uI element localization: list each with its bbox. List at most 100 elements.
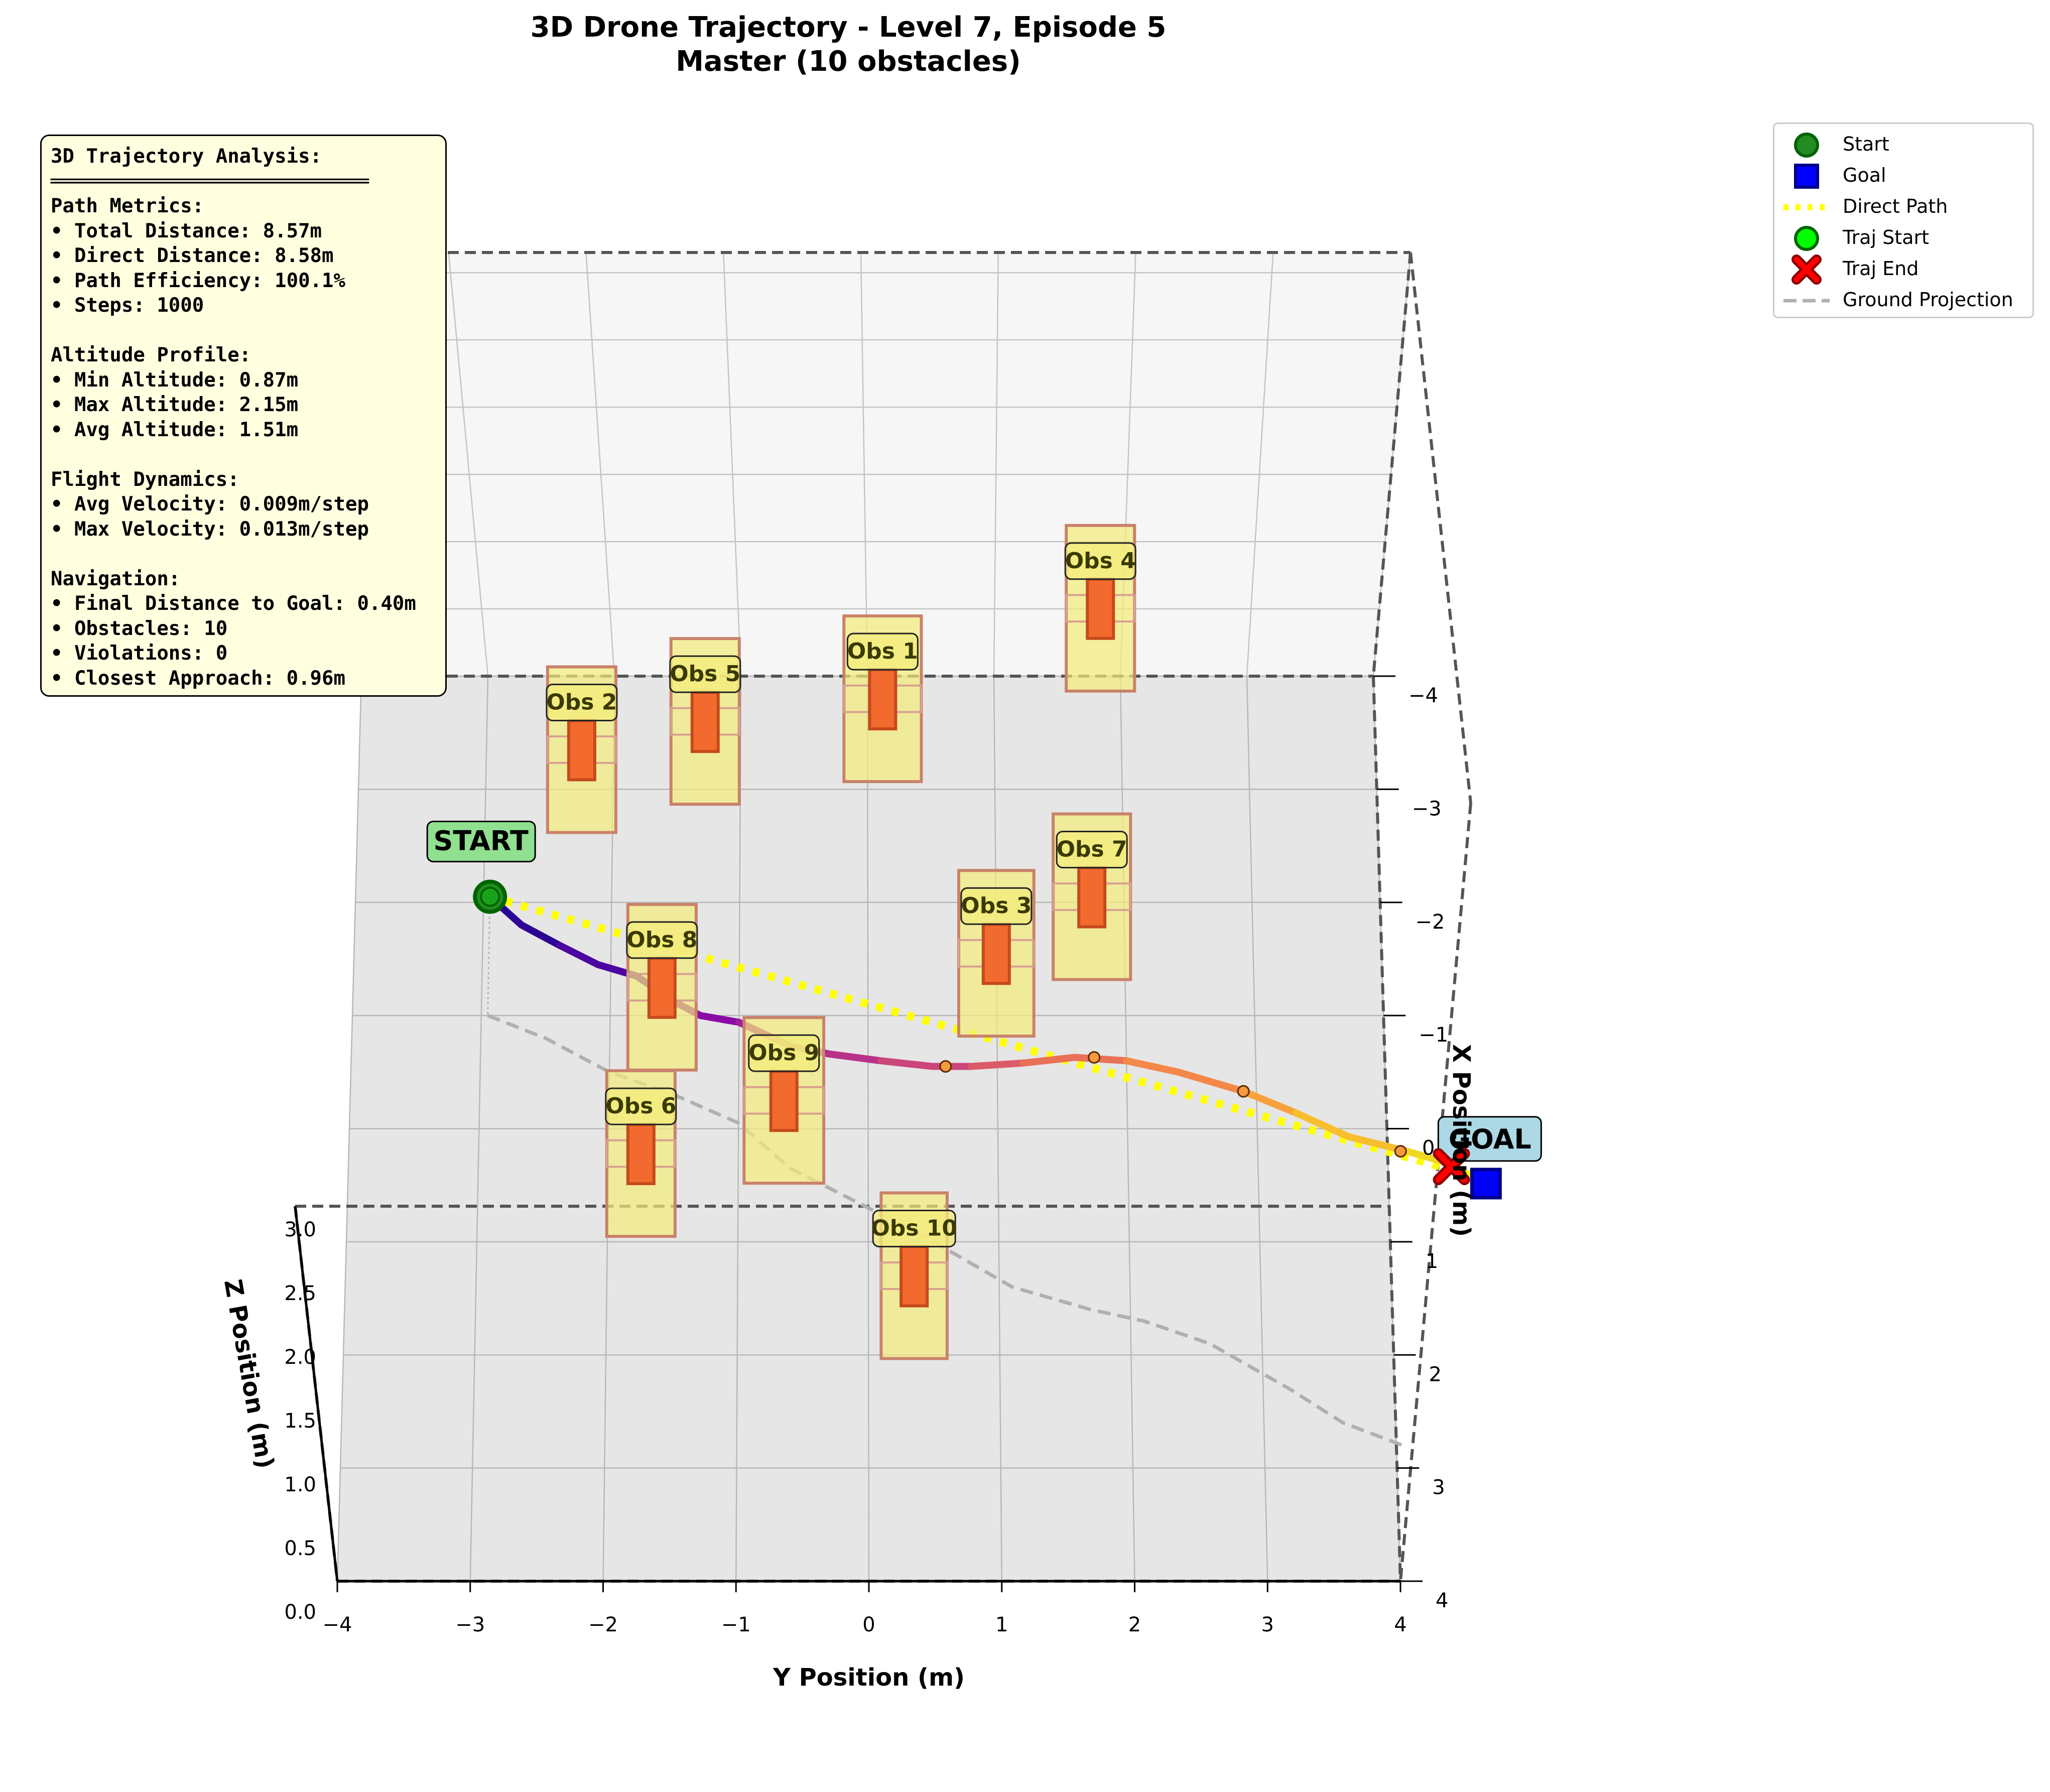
info-line: • Avg Velocity: 0.009m/step (51, 493, 369, 516)
y-tick-label: 0 (862, 1613, 875, 1636)
obstacle: Obs 7 (1052, 812, 1132, 981)
trajectory-marker (939, 1060, 952, 1073)
obstacle: Obs 1 (842, 614, 923, 784)
info-line: • Violations: 0 (51, 642, 228, 665)
traj-end-marker (1433, 1148, 1470, 1186)
y-tick-label: −2 (588, 1613, 618, 1636)
start-label: START (433, 825, 528, 856)
x-tick-label: 2 (1429, 1363, 1442, 1386)
legend-marker (1783, 299, 1830, 303)
legend-entry: Goal (1774, 161, 2032, 191)
info-line (51, 318, 436, 343)
obstacle-core (769, 1070, 799, 1132)
obstacle-label: Obs 5 (670, 661, 740, 687)
info-line: • Obstacles: 10 (51, 617, 228, 640)
z-axis-title: Z Position (m) (218, 1277, 279, 1471)
wall-grid-line (585, 252, 615, 677)
trajectory-segment (518, 921, 563, 949)
legend-entry: Start (1774, 130, 2032, 160)
info-line: • Path Efficiency: 100.1% (51, 269, 345, 292)
obstacle-core (900, 1245, 929, 1308)
obstacle: Obs 2 (546, 665, 618, 834)
legend-entry: Direct Path (1774, 192, 2032, 222)
obstacle-label-box (669, 655, 741, 693)
obstacle-label: Obs 1 (847, 638, 918, 664)
legend-marker (1783, 204, 1830, 210)
obstacle: Obs 8 (626, 903, 698, 1072)
obstacle: Obs 5 (669, 637, 741, 806)
obstacle-core (626, 1123, 656, 1186)
y-tick-label: −3 (455, 1613, 485, 1636)
y-tick-label: −1 (721, 1613, 751, 1636)
info-line: Altitude Profile: (51, 344, 251, 366)
direct-path-line (488, 892, 1487, 1184)
z-tick-label: 0.0 (284, 1601, 316, 1624)
info-line: • Min Altitude: 0.87m (51, 368, 299, 392)
obstacle: Obs 9 (742, 1016, 826, 1185)
info-line: 3D Trajectory Analysis: (51, 145, 322, 168)
trajectory-segment (1175, 1068, 1247, 1095)
z-tick-label: 1.5 (284, 1410, 316, 1433)
traj-start-marker (480, 886, 500, 907)
x-tick-label: −3 (1412, 797, 1442, 820)
legend-entry: Ground Projection (1774, 286, 2032, 316)
legend-marker (1791, 254, 1822, 285)
trajectory-segment (1292, 1109, 1352, 1140)
trajectory-segment (1240, 1088, 1300, 1116)
z-tick-label: 0.5 (284, 1537, 316, 1560)
info-line: Navigation: (51, 567, 181, 590)
obstacle-core (567, 719, 596, 782)
info-line: Path Metrics: (51, 195, 204, 217)
chart-title-line2: Master (10 obstacles) (676, 45, 1021, 78)
obstacle-label-box (872, 1209, 956, 1247)
wall-grid-line (1246, 252, 1274, 677)
y-tick-label: 2 (1128, 1613, 1141, 1636)
trajectory-marker (1088, 1051, 1101, 1064)
x-tick-label: 0 (1422, 1137, 1435, 1160)
info-line: • Direct Distance: 8.58m (51, 244, 334, 267)
trajectory-segment (1123, 1057, 1182, 1076)
x-tick-label: 3 (1432, 1476, 1445, 1499)
info-line: • Final Distance to Goal: 0.40m (51, 592, 416, 615)
trajectory-segment (968, 1059, 1027, 1070)
obstacle-label-box (960, 887, 1033, 925)
start-label-box (426, 820, 536, 862)
obstacle-label-box (626, 921, 698, 959)
chart-title-line1: 3D Drone Trajectory - Level 7, Episode 5 (530, 11, 1167, 44)
frame-edge (1409, 252, 1472, 804)
grid-line-y (1246, 676, 1268, 1582)
legend-label: Start (1843, 133, 1889, 155)
obstacle: Obs 10 (871, 1191, 957, 1360)
legend-entry: Traj End (1774, 254, 2032, 285)
obstacle-label: Obs 3 (961, 893, 1032, 919)
obstacle-label: Obs 10 (871, 1215, 957, 1241)
legend: Start Goal Direct Path Traj Start Traj End Gr… (1773, 122, 2034, 318)
obstacle: Obs 3 (957, 869, 1036, 1038)
obstacle-label: Obs 4 (1065, 548, 1136, 574)
wall-grid-line (448, 252, 489, 677)
obstacle-core (690, 691, 720, 753)
z-tick-label: 1.0 (284, 1473, 316, 1496)
info-line (51, 442, 436, 467)
obstacle-label-box (1064, 542, 1136, 580)
wall-grid-line (860, 252, 868, 677)
legend-label: Ground Projection (1843, 289, 2013, 311)
obstacle-label: Obs 2 (546, 689, 617, 715)
trajectory-segment (826, 1050, 885, 1065)
x-tick-label: 1 (1426, 1250, 1438, 1273)
legend-label: Goal (1843, 164, 1886, 186)
goal-marker (1470, 1168, 1502, 1200)
z-tick-label: 2.0 (284, 1346, 316, 1369)
z-axis-line (294, 1206, 339, 1582)
obstacle-label-box (1056, 830, 1128, 868)
info-line (51, 542, 436, 567)
obstacle-core (868, 668, 898, 731)
wall-grid-line (723, 252, 742, 677)
obstacles-group: Obs 1 Obs 2 Obs 3 Obs 4 Obs 5 Obs 6 Obs 7 Obs 8… (546, 524, 1136, 1360)
x-axis-title: X Position (m) (1447, 1044, 1475, 1237)
z-tick-label: 3.0 (284, 1218, 316, 1241)
trajectory-marker (1237, 1085, 1250, 1098)
y-tick-label: 1 (995, 1613, 1008, 1636)
obstacle-core (981, 923, 1011, 985)
